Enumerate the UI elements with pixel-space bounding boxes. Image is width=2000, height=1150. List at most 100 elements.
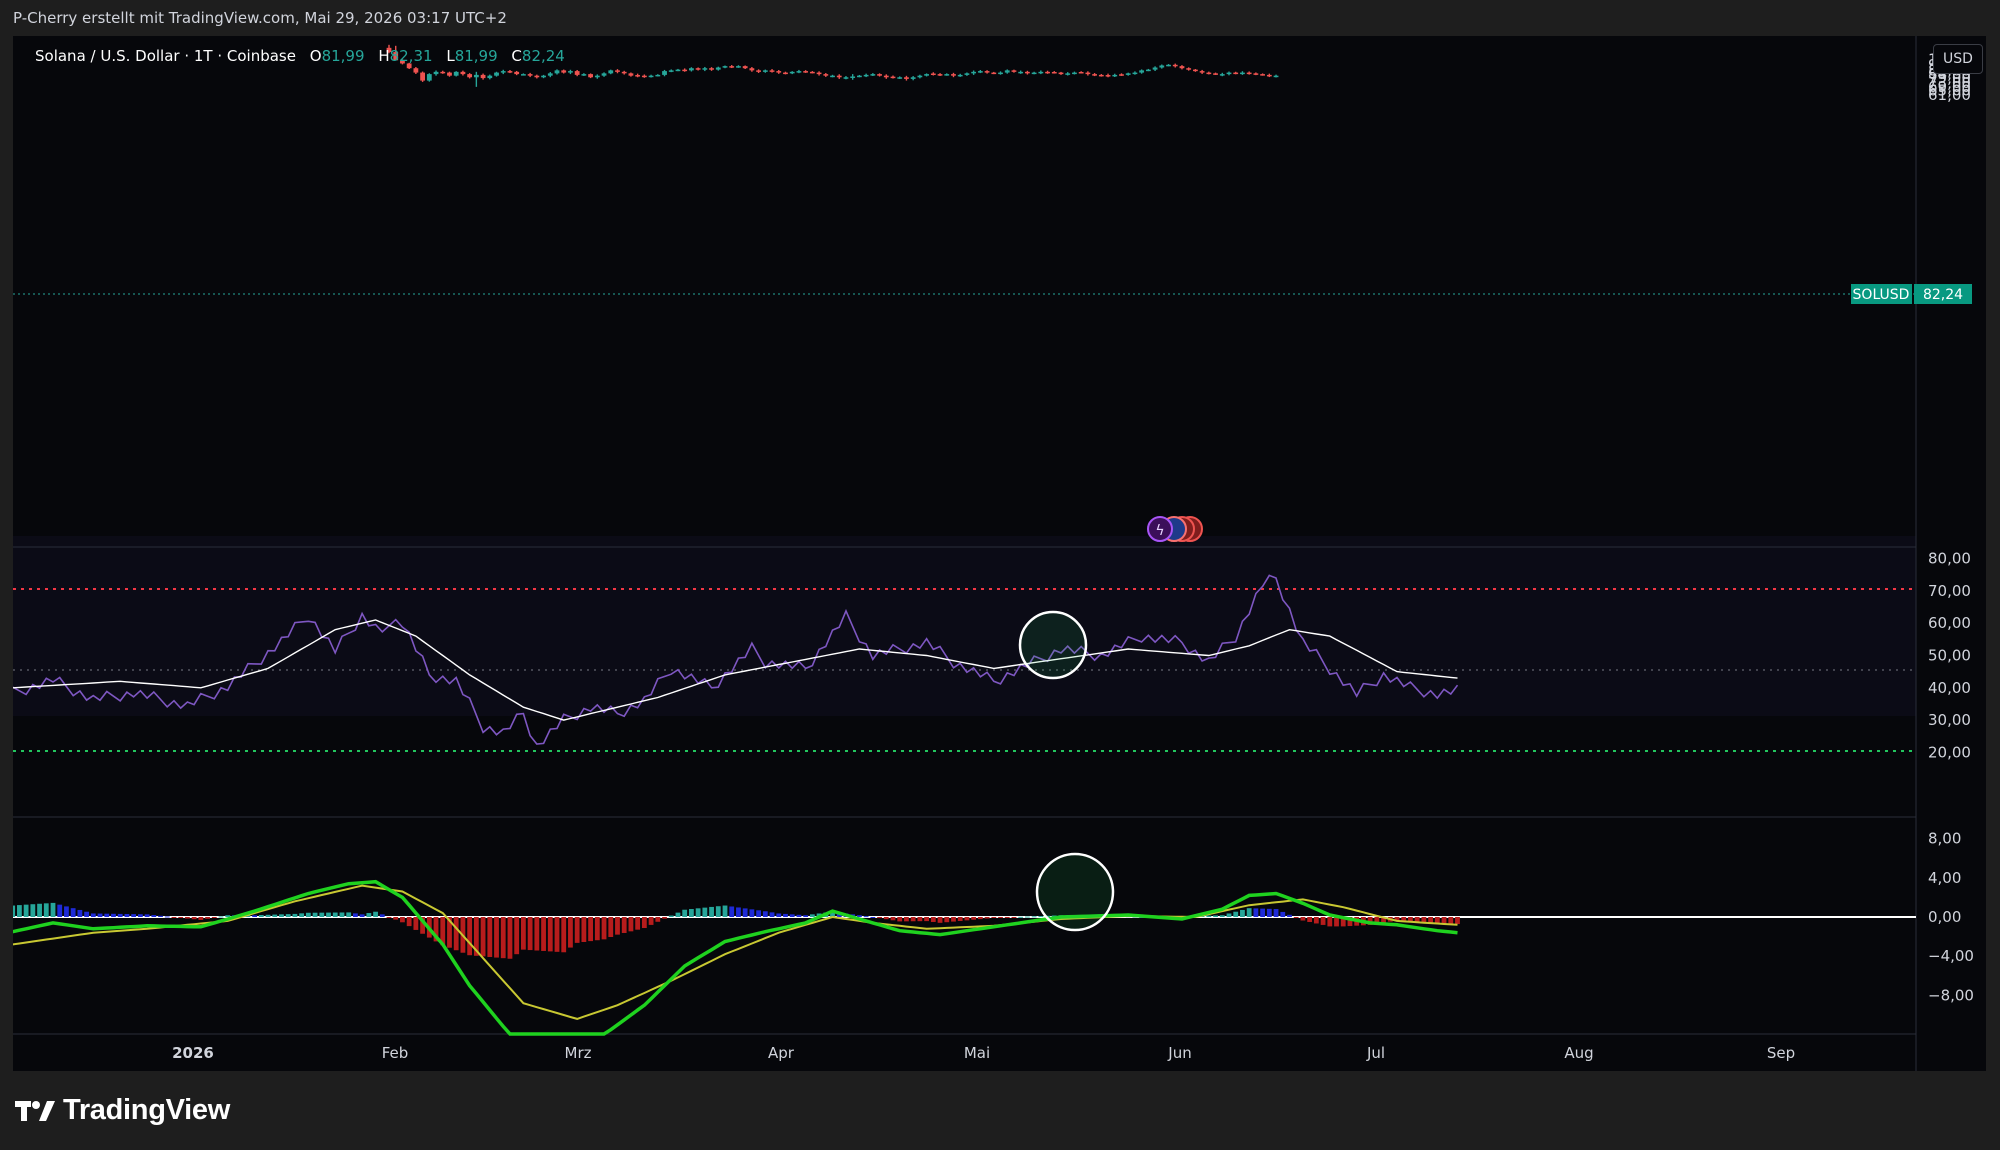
candle-body: [433, 71, 439, 75]
dividend-lightning-icon[interactable]: [1147, 516, 1173, 542]
candle-body: [682, 69, 688, 72]
open-value: 81,99: [321, 47, 365, 65]
candle-body: [803, 71, 809, 73]
macd-histogram-bar: [1448, 917, 1454, 924]
candle-body: [1219, 74, 1225, 76]
candle-body: [984, 71, 990, 73]
macd-histogram-bar: [1025, 916, 1030, 918]
candle-body: [729, 66, 735, 68]
macd-histogram-bar: [608, 917, 614, 937]
candle-body: [883, 75, 889, 78]
price-axis-label: 69,00: [1928, 78, 1971, 96]
macd-highlight-circle: [1035, 852, 1115, 932]
candle-body: [991, 72, 997, 75]
candle-body: [1246, 72, 1252, 75]
candle-body: [561, 70, 567, 73]
macd-histogram-bar: [1307, 917, 1313, 922]
candle-body: [541, 75, 546, 78]
macd-histogram-bar: [776, 913, 782, 917]
macd-histogram-bar: [971, 917, 977, 920]
macd-histogram-bar: [279, 914, 284, 917]
rsi-axis-label: 70,00: [1928, 582, 1971, 600]
price-axis-label: 65,00: [1928, 82, 1971, 100]
event-icons[interactable]: ϟ: [1147, 516, 1203, 542]
macd-histogram-bar: [709, 906, 714, 917]
macd-histogram-bar: [124, 914, 130, 917]
candle-body: [695, 68, 701, 70]
macd-histogram-bar: [1408, 917, 1413, 922]
candle-body: [574, 71, 580, 75]
candle-body: [1145, 69, 1151, 72]
candle-body: [877, 74, 882, 76]
candle-body: [1105, 75, 1111, 77]
macd-histogram-bar: [749, 909, 755, 917]
macd-histogram-bar: [480, 917, 486, 957]
macd-histogram-bar: [547, 917, 553, 952]
candle-body: [749, 68, 755, 71]
candle-body: [1260, 74, 1265, 76]
macd-histogram-bar: [910, 917, 916, 922]
macd-histogram-bar: [574, 917, 580, 943]
candle-body: [1031, 72, 1037, 75]
close-value: 82,24: [521, 47, 565, 65]
candle-body: [998, 72, 1003, 75]
symbol-legend[interactable]: Solana / U.S. Dollar · 1T · Coinbase O81…: [35, 47, 565, 65]
macd-histogram-bar: [1219, 915, 1225, 917]
candle-body: [568, 71, 573, 73]
time-axis-label: Jun: [1167, 1044, 1191, 1062]
tradingview-logo[interactable]: TradingView: [15, 1094, 230, 1127]
candle-body: [689, 68, 694, 71]
macd-histogram-bar: [830, 911, 835, 917]
macd-histogram-bar: [1287, 914, 1292, 917]
candle-body: [957, 74, 963, 77]
macd-histogram-bar: [1240, 909, 1245, 917]
currency-button[interactable]: USD: [1933, 44, 1983, 74]
macd-histogram-bar: [977, 917, 983, 920]
candle-body: [1159, 65, 1165, 68]
candle-body: [1132, 72, 1138, 75]
macd-histogram-bar: [937, 917, 943, 923]
chart-frame[interactable]: ϟ 105,0097,0089,0084,0079,0073,0069,0065…: [13, 36, 1986, 1071]
candle-body: [628, 73, 634, 76]
macd-histogram-bar: [151, 915, 157, 917]
macd-histogram-bar: [218, 916, 224, 918]
rsi-band-background: [13, 536, 1916, 716]
price-tag: SOLUSD 82,24: [1851, 284, 1972, 304]
macd-histogram-bar: [1226, 913, 1232, 917]
macd-histogram-bar: [762, 911, 768, 917]
macd-histogram-bar: [1401, 917, 1407, 922]
candle-body: [816, 72, 822, 75]
chart-canvas[interactable]: ϟ 105,0097,0089,0084,0079,0073,0069,0065…: [13, 36, 1986, 1071]
candle-body: [1004, 70, 1010, 73]
macd-histogram-bar: [729, 906, 735, 917]
macd-histogram-bar: [675, 912, 681, 917]
candle-body: [769, 70, 775, 72]
time-axis-label: Mai: [964, 1044, 990, 1062]
macd-histogram-bar: [225, 915, 231, 917]
low-value: 81,99: [454, 47, 498, 65]
macd-histogram-bar: [1340, 917, 1346, 927]
macd-axis-label: −8,00: [1928, 986, 1974, 1004]
macd-histogram-bar: [944, 917, 950, 923]
candle-body: [1266, 74, 1272, 77]
macd-histogram-bar: [527, 917, 533, 951]
macd-histogram-bar: [1266, 908, 1272, 917]
macd-histogram-bar: [957, 917, 963, 921]
annotations: ϟ: [1018, 516, 1203, 932]
candle-body: [1206, 72, 1212, 75]
symbol-name[interactable]: Solana / U.S. Dollar · 1T · Coinbase: [35, 47, 296, 65]
candle-body: [1240, 72, 1245, 75]
price-tag-bg: [1914, 284, 1972, 304]
macd-histogram-bar: [601, 917, 607, 940]
macd-histogram-bar: [487, 917, 493, 957]
candle-body: [393, 52, 399, 61]
macd-histogram-bar: [1394, 917, 1400, 921]
symbol-tag-bg: [1851, 284, 1912, 304]
candle-body: [447, 72, 452, 76]
candle-body: [850, 76, 856, 78]
price-axis-label: 61,00: [1928, 86, 1971, 104]
time-axis-label: 2026: [172, 1044, 214, 1062]
macd-histogram-bar: [13, 905, 16, 917]
candle-body: [514, 71, 520, 75]
candle-body: [971, 71, 977, 74]
